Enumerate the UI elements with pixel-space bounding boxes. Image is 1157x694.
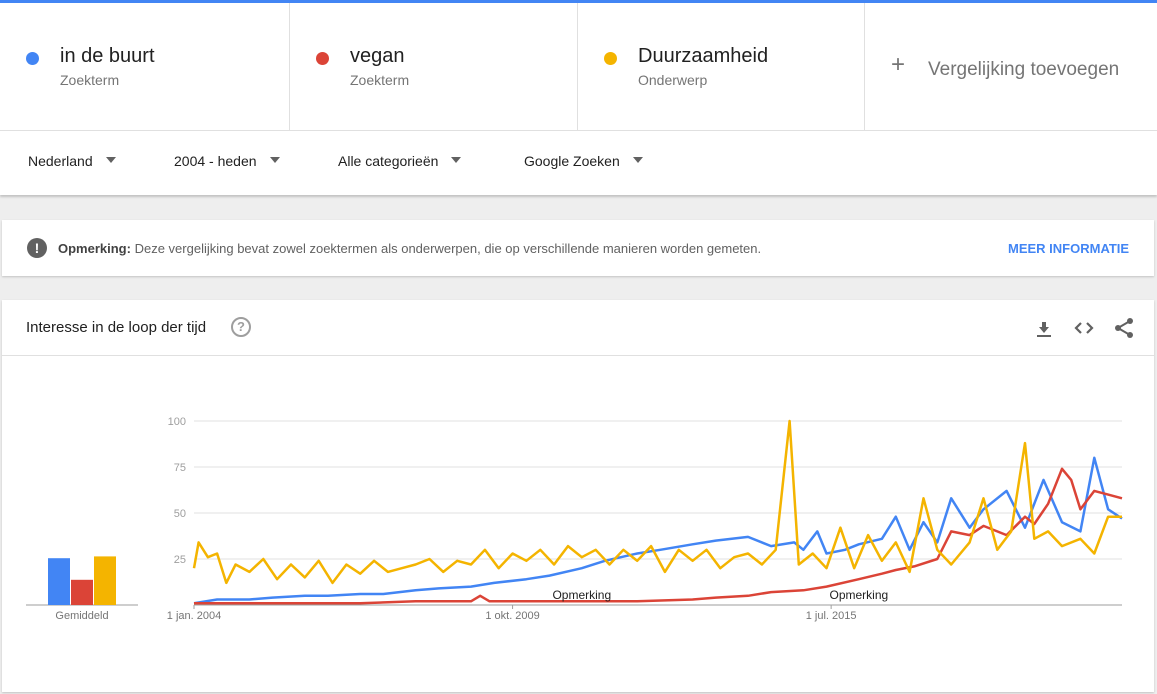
average-bars: [26, 556, 138, 606]
y-tick-label: 25: [174, 554, 186, 566]
notice-body: Deze vergelijking bevat zowel zoektermen…: [134, 241, 762, 256]
x-tick-label: 1 jan. 2004: [167, 610, 221, 622]
category-label: Alle categorieën: [338, 153, 439, 169]
caret-down-icon: [105, 157, 116, 163]
search-term-3[interactable]: Duurzaamheid Onderwerp: [578, 3, 865, 131]
annotation-label: Opmerking: [552, 588, 611, 602]
caret-down-icon: [632, 157, 643, 163]
top-accent-line: [0, 0, 1157, 3]
period-dropdown[interactable]: 2004 - heden: [174, 153, 280, 169]
add-comparison-button[interactable]: + Vergelijking toevoegen: [865, 3, 1157, 131]
panel-title: Interesse in de loop der tijd: [26, 319, 207, 336]
term-kind: Onderwerp: [638, 72, 708, 88]
notice-text: Opmerking: Deze vergelijking bevat zowel…: [58, 241, 761, 256]
period-label: 2004 - heden: [174, 153, 257, 169]
share-icon[interactable]: [1112, 316, 1136, 340]
average-bar-vegan: [71, 579, 93, 605]
term-color-dot: [316, 52, 329, 65]
y-tick-label: 75: [174, 462, 186, 474]
series-lines: [192, 419, 1123, 605]
x-tick-label: 1 okt. 2009: [485, 610, 539, 622]
property-dropdown[interactable]: Google Zoeken: [524, 153, 643, 169]
search-terms-bar: in de buurt Zoekterm vegan Zoekterm Duur…: [0, 3, 1157, 131]
add-comparison-label: Vergelijking toevoegen: [928, 59, 1120, 80]
interest-chart: Gemiddeld 25 50 75 100 Opmerking Opmerking 1…: [26, 416, 1123, 622]
notice-label: Opmerking:: [58, 241, 131, 256]
y-tick-label: 50: [174, 508, 186, 520]
term-name: in de buurt: [60, 45, 155, 67]
gridlines: 25 50 75 100: [168, 416, 1122, 606]
annotations: Opmerking Opmerking: [552, 588, 888, 602]
interest-over-time-panel: Interesse in de loop der tijd ? Gemiddel…: [2, 300, 1154, 692]
embed-code-icon[interactable]: [1072, 316, 1096, 340]
region-dropdown[interactable]: Nederland: [28, 153, 116, 169]
annotation-label: Opmerking: [829, 588, 888, 602]
search-term-2[interactable]: vegan Zoekterm: [290, 3, 578, 131]
term-color-dot: [26, 52, 39, 65]
term-name: Duurzaamheid: [638, 45, 769, 67]
search-term-1[interactable]: in de buurt Zoekterm: [0, 3, 290, 131]
comparison-notice: ! Opmerking: Deze vergelijking bevat zow…: [2, 220, 1154, 276]
caret-down-icon: [451, 157, 462, 163]
caret-down-icon: [269, 157, 280, 163]
term-color-dot: [604, 52, 617, 65]
x-axis-labels: 1 jan. 2004 1 okt. 2009 1 jul. 2015: [167, 605, 857, 622]
x-tick-label: 1 jul. 2015: [806, 610, 857, 622]
filter-bar: Nederland 2004 - heden Alle categorieën …: [0, 131, 1157, 195]
average-bar-duurzaamheid: [94, 556, 116, 605]
property-label: Google Zoeken: [524, 153, 620, 169]
download-icon[interactable]: [1032, 316, 1056, 340]
series-line-vegan: [194, 467, 1123, 605]
series-line-in-de-buurt: [193, 456, 1123, 605]
y-tick-label: 100: [168, 416, 186, 428]
plus-icon: +: [891, 51, 906, 78]
term-name: vegan: [350, 45, 405, 67]
average-bar-in-de-buurt: [48, 558, 70, 605]
average-label: Gemiddeld: [55, 610, 108, 622]
region-label: Nederland: [28, 153, 93, 169]
term-kind: Zoekterm: [60, 72, 120, 88]
category-dropdown[interactable]: Alle categorieën: [338, 153, 462, 169]
help-icon[interactable]: ?: [231, 317, 251, 337]
panel-header: Interesse in de loop der tijd ?: [2, 300, 1154, 356]
term-kind: Zoekterm: [350, 72, 410, 88]
alert-icon: !: [27, 238, 47, 258]
series-line-duurzaamheid: [192, 419, 1122, 585]
more-info-link[interactable]: MEER INFORMATIE: [1008, 241, 1130, 256]
